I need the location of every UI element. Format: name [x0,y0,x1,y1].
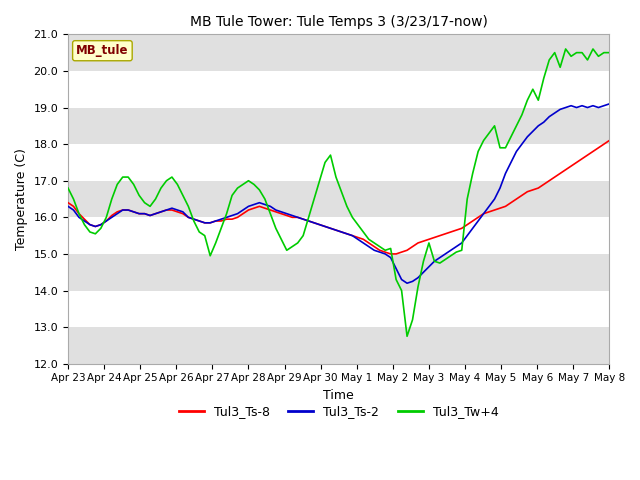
Bar [68,144,609,181]
Bar [68,327,609,364]
Text: MB_tule: MB_tule [76,44,129,57]
Bar [68,71,609,108]
Bar [68,35,609,71]
Legend: Tul3_Ts-8, Tul3_Ts-2, Tul3_Tw+4: Tul3_Ts-8, Tul3_Ts-2, Tul3_Tw+4 [173,400,504,423]
Title: MB Tule Tower: Tule Temps 3 (3/23/17-now): MB Tule Tower: Tule Temps 3 (3/23/17-now… [190,15,488,29]
Bar [68,290,609,327]
Bar [68,181,609,217]
Bar [68,254,609,290]
Y-axis label: Temperature (C): Temperature (C) [15,148,28,250]
Bar [68,108,609,144]
X-axis label: Time: Time [323,389,354,402]
Bar [68,217,609,254]
